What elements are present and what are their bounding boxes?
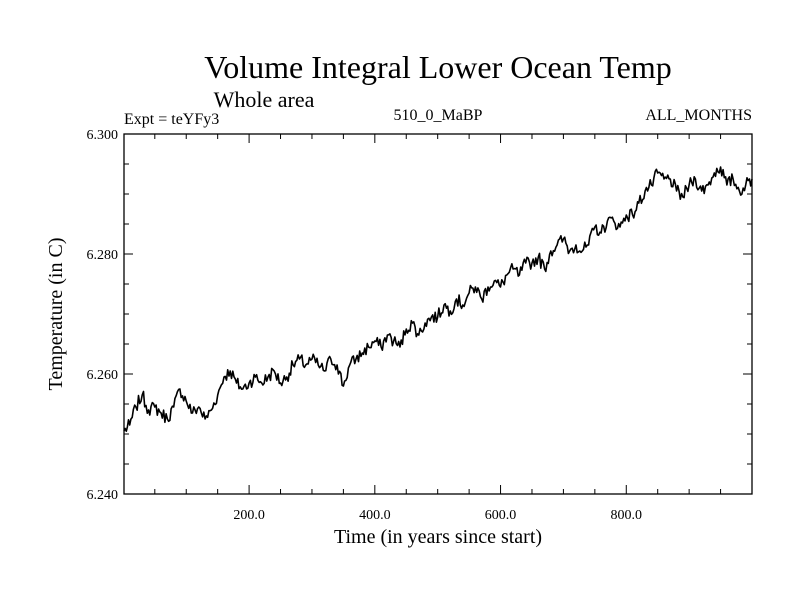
axis-ticks: [124, 134, 752, 494]
period-label: 510_0_MaBP: [394, 107, 483, 124]
y-tick-label: 6.260: [87, 368, 119, 383]
x-tick-label: 200.0: [233, 508, 265, 523]
chart-subtitle: Whole area: [214, 87, 315, 112]
experiment-label: Expt = teYFy3: [124, 111, 219, 128]
chart-title: Volume Integral Lower Ocean Temp: [204, 49, 672, 85]
y-axis-label: Temperature (in C): [45, 238, 67, 391]
temperature-series-line: [123, 166, 753, 432]
x-tick-label: 800.0: [611, 508, 643, 523]
axis-tick-labels: 200.0 400.0 600.0 800.0 6.240 6.260 6.280 6.300: [87, 128, 643, 523]
y-tick-label: 6.240: [87, 488, 119, 503]
months-label: ALL_MONTHS: [645, 107, 752, 124]
x-tick-label: 400.0: [359, 508, 391, 523]
y-tick-label: 6.280: [87, 248, 119, 263]
plot-frame: [123, 133, 753, 495]
x-axis-label: Time (in years since start): [334, 526, 542, 548]
y-tick-label: 6.300: [87, 128, 119, 143]
x-tick-label: 600.0: [485, 508, 517, 523]
